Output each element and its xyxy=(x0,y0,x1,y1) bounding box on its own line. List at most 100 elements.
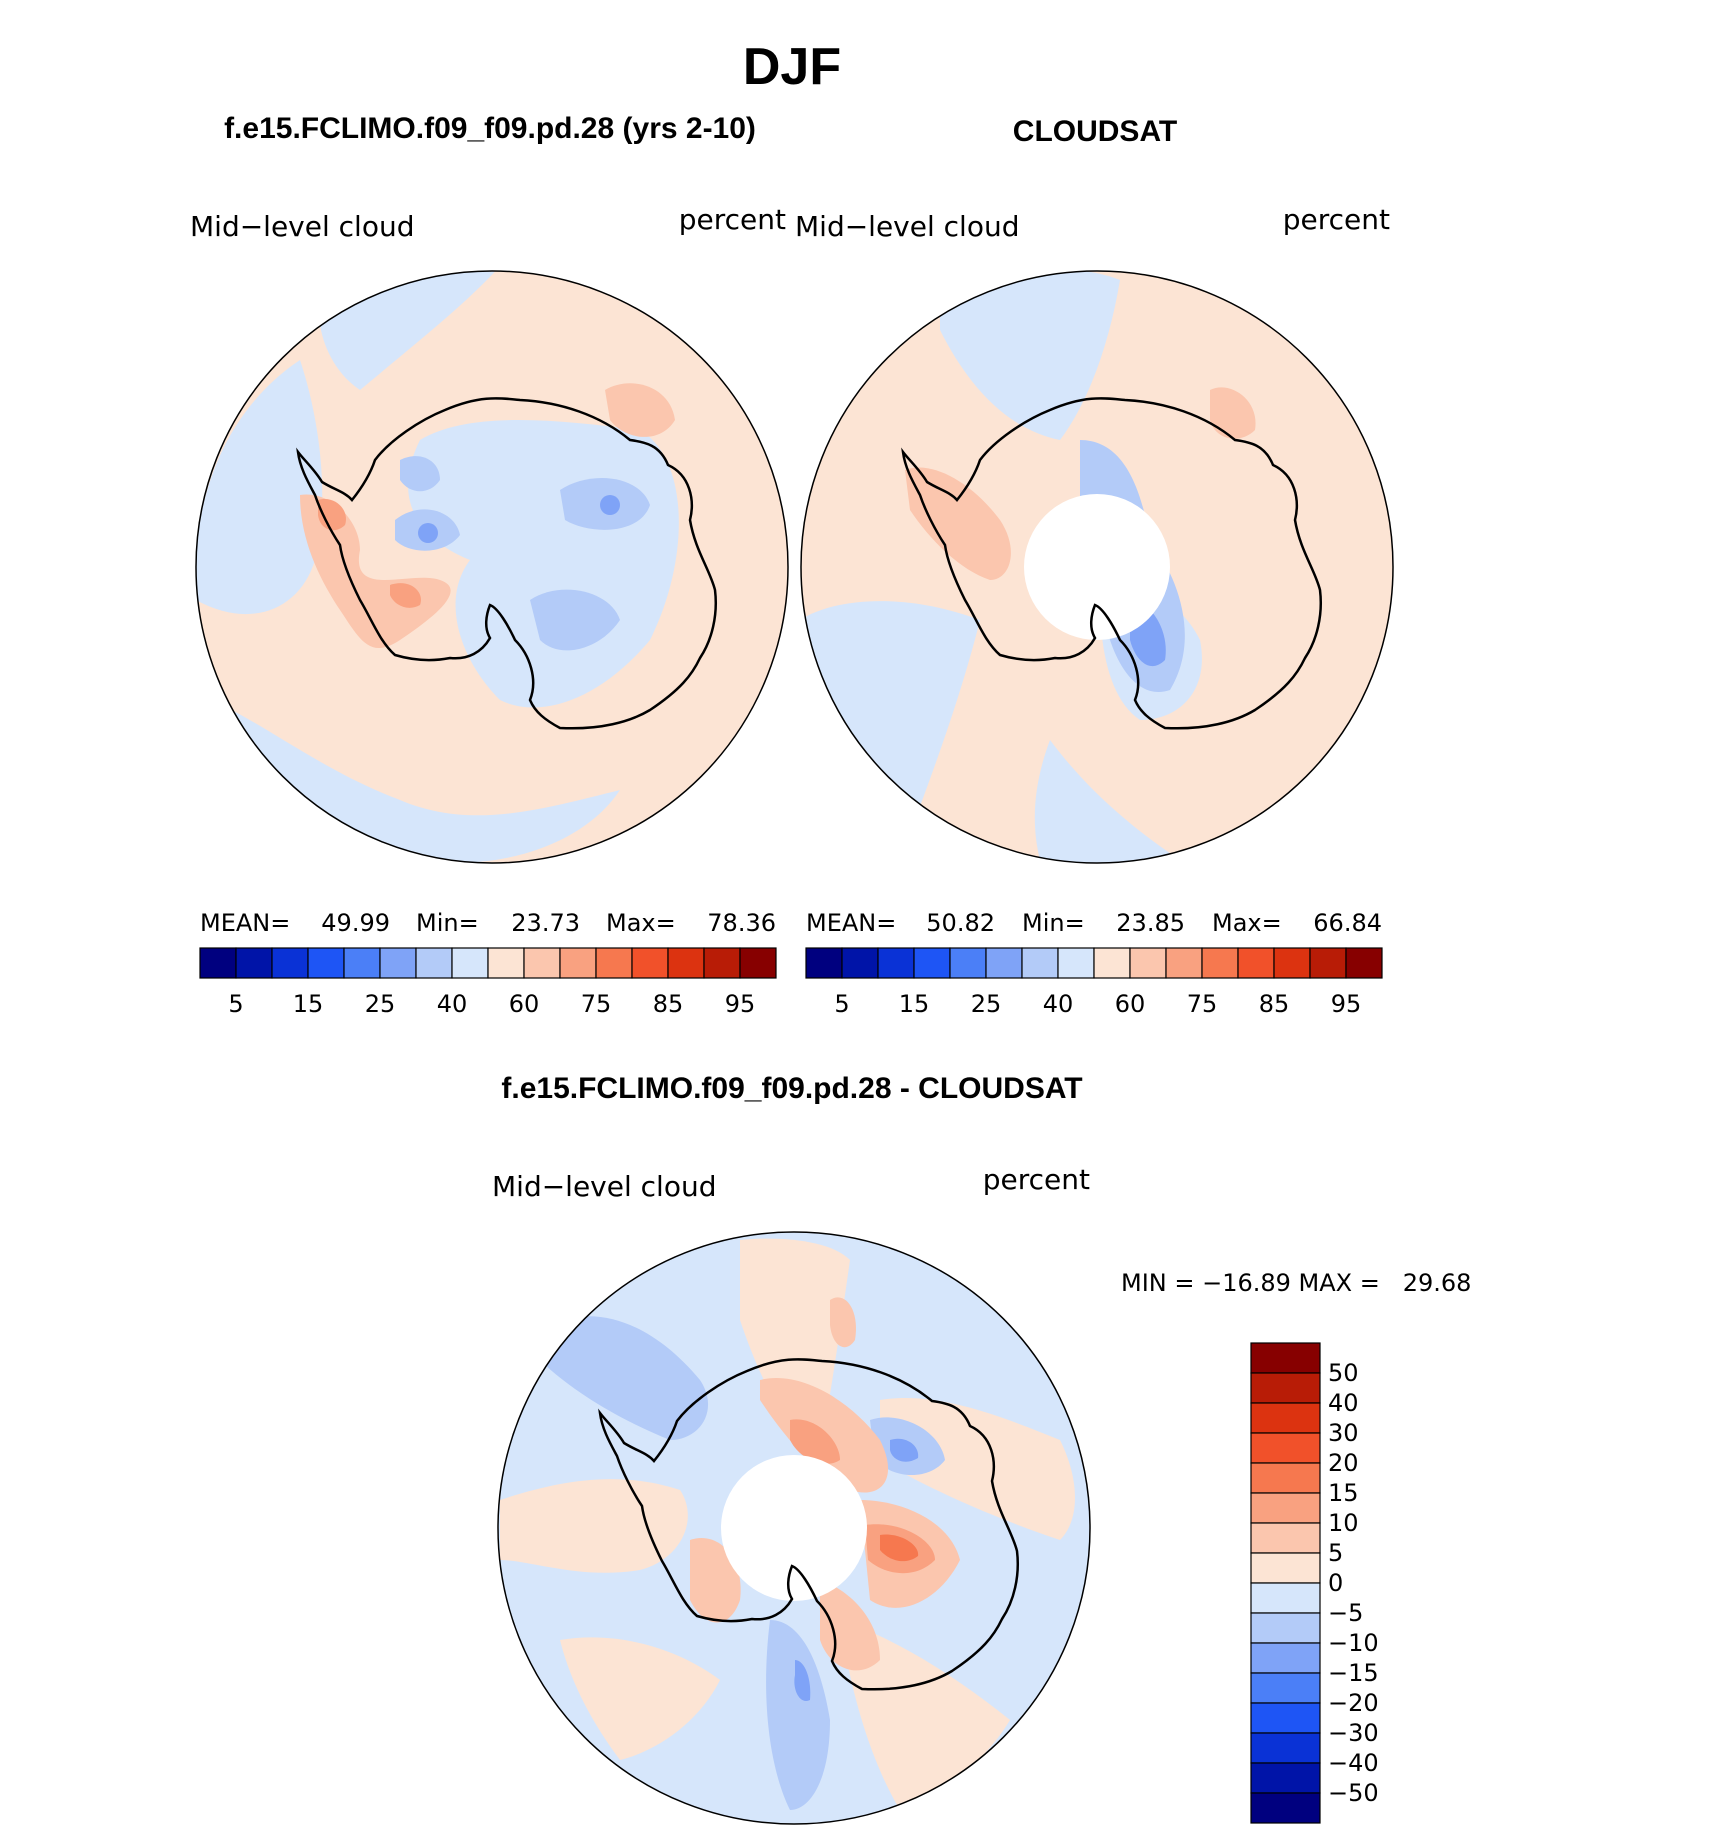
model-high-contour-north xyxy=(605,383,675,437)
diff-low-core-south xyxy=(794,1660,811,1701)
diff-colorbar-swatch xyxy=(1250,1552,1321,1584)
obs-colorbar-swatch xyxy=(1129,947,1167,979)
obs-colorbar: 5 15 25 40 60 75 85 95 xyxy=(805,947,1383,1018)
model-max-value: 78.36 xyxy=(707,909,776,937)
obs-max-label: Max= xyxy=(1212,909,1282,937)
obs-colorbar-swatch xyxy=(1093,947,1131,979)
figure-title: DJF xyxy=(743,38,841,96)
model-map xyxy=(196,271,788,863)
obs-colorbar-swatch xyxy=(1021,947,1059,979)
obs-missing-data-hole xyxy=(1024,494,1170,640)
model-panel: Mid−level cloud percent MEAN= 49.99 Min= xyxy=(190,203,789,1018)
model-colorbar-swatch xyxy=(271,947,309,979)
model-colorbar-label: 5 xyxy=(228,990,243,1018)
diff-high-region-southwest xyxy=(560,1637,720,1760)
model-high-contour-peninsula xyxy=(300,494,451,649)
model-colorbar-label: 85 xyxy=(653,990,684,1018)
model-high-core-south xyxy=(390,583,421,608)
diff-colorbar-swatch xyxy=(1250,1492,1321,1524)
obs-map xyxy=(801,271,1393,863)
obs-max-value: 66.84 xyxy=(1313,909,1382,937)
model-map-boundary xyxy=(195,270,789,864)
obs-colorbar-label: 95 xyxy=(1331,990,1362,1018)
diff-colorbar-label: −30 xyxy=(1328,1719,1379,1747)
diff-colorbar-label: 5 xyxy=(1328,1539,1343,1567)
obs-colorbar-swatch xyxy=(1345,947,1383,979)
obs-colorbar-swatch xyxy=(1237,947,1275,979)
diff-colorbar-swatch xyxy=(1250,1522,1321,1554)
obs-high-contour-peninsula xyxy=(905,467,1011,580)
diff-colorbar-label: −15 xyxy=(1328,1659,1379,1687)
obs-colorbar-swatch xyxy=(1057,947,1095,979)
obs-colorbar-swatch xyxy=(949,947,987,979)
model-max-label: Max= xyxy=(606,909,676,937)
model-colorbar-swatch xyxy=(343,947,381,979)
obs-min-value: 23.85 xyxy=(1116,909,1185,937)
obs-colorbar-swatch xyxy=(1165,947,1203,979)
model-colorbar-label: 60 xyxy=(509,990,540,1018)
diff-missing-data-hole xyxy=(721,1455,867,1601)
diff-units-label: percent xyxy=(983,1163,1090,1196)
model-colorbar-swatch xyxy=(487,947,525,979)
model-colorbar-label: 25 xyxy=(365,990,396,1018)
obs-colorbar-label: 40 xyxy=(1043,990,1074,1018)
model-colorbar-swatch xyxy=(703,947,741,979)
model-min-label: Min= xyxy=(416,909,479,937)
model-colorbar-swatch xyxy=(667,947,705,979)
diff-map-boundary xyxy=(497,1231,1091,1825)
model-colorbar-swatch xyxy=(451,947,489,979)
obs-map-boundary xyxy=(800,270,1394,864)
model-colorbar-swatch xyxy=(307,947,345,979)
model-colorbar: 5 15 25 40 60 75 85 95 xyxy=(199,947,777,1018)
obs-colorbar-label: 15 xyxy=(899,990,930,1018)
obs-colorbar-label: 5 xyxy=(834,990,849,1018)
diff-colorbar-swatch xyxy=(1250,1792,1321,1824)
diff-colorbar-label: 15 xyxy=(1328,1479,1359,1507)
model-colorbar-swatch xyxy=(523,947,561,979)
model-colorbar-label: 15 xyxy=(293,990,324,1018)
obs-high-contour-north xyxy=(1210,387,1256,439)
obs-colorbar-swatch xyxy=(1273,947,1311,979)
diff-colorbar-swatch xyxy=(1250,1642,1321,1674)
obs-units-label: percent xyxy=(1283,203,1390,236)
model-colorbar-swatch xyxy=(631,947,669,979)
diff-variable-label: Mid−level cloud xyxy=(492,1170,716,1203)
model-min-value: 23.73 xyxy=(511,909,580,937)
obs-low-region-north xyxy=(940,271,1120,440)
diff-colorbar-label: 10 xyxy=(1328,1509,1359,1537)
diff-colorbar-swatch xyxy=(1250,1612,1321,1644)
diff-colorbar-swatch xyxy=(1250,1372,1321,1404)
diff-colorbar-swatch xyxy=(1250,1672,1321,1704)
obs-colorbar-swatch xyxy=(1309,947,1347,979)
diff-low-contour-south xyxy=(766,1620,830,1810)
diff-colorbar-label: 30 xyxy=(1328,1419,1359,1447)
model-colorbar-swatch xyxy=(739,947,777,979)
obs-panel: Mid−level cloud percent MEAN= 50.82 Min=… xyxy=(795,203,1394,1018)
diff-colorbar-swatch xyxy=(1250,1732,1321,1764)
model-colorbar-label: 75 xyxy=(581,990,612,1018)
diff-low-contour-northwest xyxy=(540,1316,709,1440)
diff-high-contour-interior-west xyxy=(690,1538,741,1623)
obs-mean-label: MEAN= xyxy=(806,909,896,937)
obs-colorbar-swatch xyxy=(1201,947,1239,979)
model-colorbar-swatch xyxy=(379,947,417,979)
obs-colorbar-swatch xyxy=(877,947,915,979)
obs-variable-label: Mid−level cloud xyxy=(795,210,1019,243)
model-low-contour-d xyxy=(400,456,440,492)
diff-colorbar-label: 50 xyxy=(1328,1359,1359,1387)
diff-colorbar-swatch xyxy=(1250,1402,1321,1434)
diff-colorbar-label: −20 xyxy=(1328,1689,1379,1717)
model-colorbar-swatch xyxy=(595,947,633,979)
diff-panel-title: f.e15.FCLIMO.f09_f09.pd.28 - CLOUDSAT xyxy=(501,1072,1082,1105)
obs-mean-value: 50.82 xyxy=(926,909,995,937)
diff-high-core-east-inner xyxy=(880,1534,919,1562)
diff-high-contour-jet xyxy=(830,1297,856,1348)
model-variable-label: Mid−level cloud xyxy=(190,210,414,243)
diff-colorbar-swatch xyxy=(1250,1702,1321,1734)
model-mean-value: 49.99 xyxy=(321,909,390,937)
model-colorbar-label: 40 xyxy=(437,990,468,1018)
model-low-region-west xyxy=(196,360,323,615)
diff-colorbar-label: 40 xyxy=(1328,1389,1359,1417)
